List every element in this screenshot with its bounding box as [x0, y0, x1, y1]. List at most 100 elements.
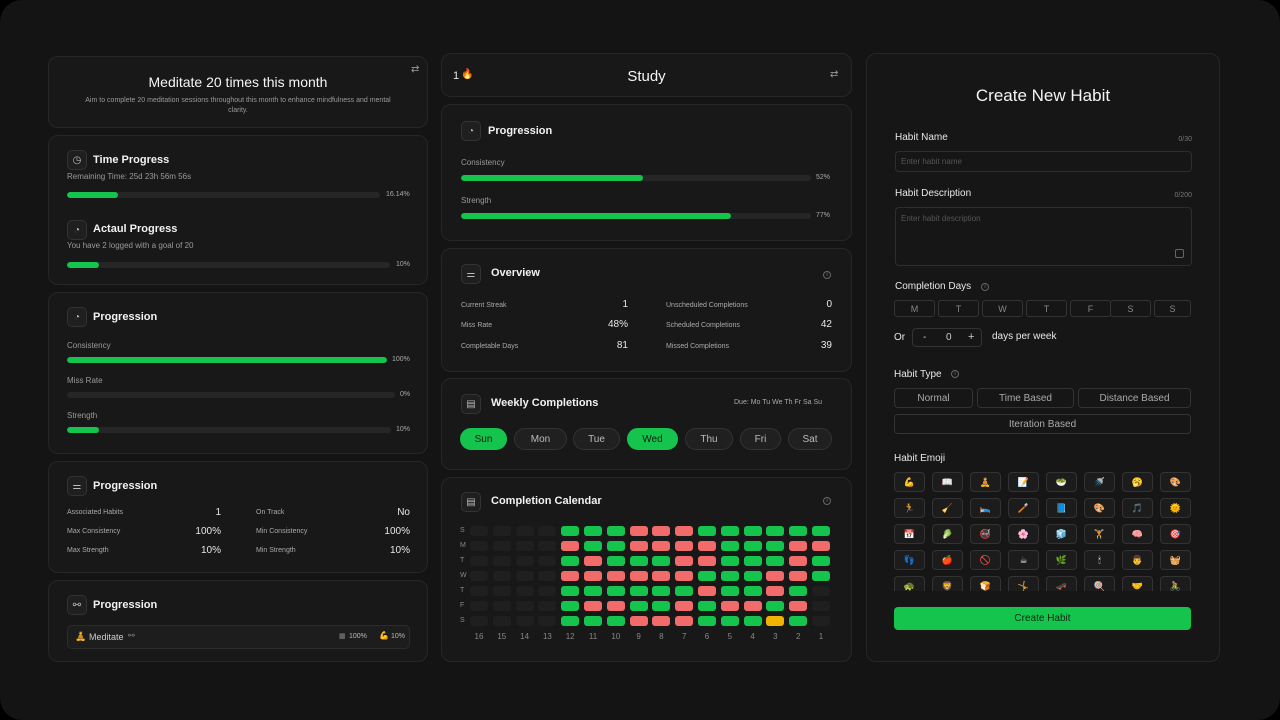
completion-day[interactable]: W: [982, 300, 1023, 317]
emoji-option[interactable]: 🪥: [1008, 498, 1039, 518]
emoji-option[interactable]: 🚴: [1160, 576, 1191, 591]
emoji-option[interactable]: 🕯: [1084, 550, 1115, 570]
calendar-day-cell: [675, 601, 694, 611]
habit-name-input[interactable]: Enter habit name: [895, 151, 1192, 172]
emoji-option[interactable]: 🎨: [1160, 472, 1191, 492]
flex-icon: 💪: [379, 631, 389, 640]
info-icon[interactable]: i: [951, 370, 959, 378]
weekly-day[interactable]: Mon: [514, 428, 567, 450]
emoji-option[interactable]: 🛹: [1046, 576, 1077, 591]
emoji-option[interactable]: 🦁: [932, 576, 963, 591]
emoji-option[interactable]: 🌸: [1008, 524, 1039, 544]
calendar-day-cell: [561, 586, 580, 596]
calendar-day-cell: [584, 541, 602, 551]
completion-day[interactable]: S: [1110, 300, 1151, 317]
emoji-option[interactable]: 🌞: [1160, 498, 1191, 518]
emoji-option[interactable]: 🤝: [1122, 576, 1153, 591]
emoji-option[interactable]: 🚫: [970, 550, 1001, 570]
per-week-label: days per week: [992, 331, 1057, 342]
calendar-day-cell: [720, 571, 739, 581]
weekly-day[interactable]: Fri: [740, 428, 781, 450]
emoji-option[interactable]: 🥗: [1046, 472, 1077, 492]
emoji-option[interactable]: 🎯: [1160, 524, 1191, 544]
emoji-option[interactable]: 🧠: [1122, 524, 1153, 544]
emoji-option[interactable]: 🎨: [1084, 498, 1115, 518]
info-icon[interactable]: i: [823, 271, 831, 279]
emoji-option[interactable]: 🍎: [932, 550, 963, 570]
completion-day[interactable]: T: [938, 300, 979, 317]
emoji-option[interactable]: 📘: [1046, 498, 1077, 518]
emoji-option[interactable]: 👨: [1122, 550, 1153, 570]
weekly-day[interactable]: Wed: [627, 428, 678, 450]
calendar-day-cell: [698, 556, 716, 566]
info-icon[interactable]: i: [823, 497, 831, 505]
emoji-option[interactable]: 🌿: [1046, 550, 1077, 570]
linked-habit-row[interactable]: 🧘 Meditate ⚯ ▦ 100% 💪 10%: [67, 625, 410, 649]
emoji-option[interactable]: 🥬: [932, 524, 963, 544]
calendar-day-cell: [720, 616, 739, 626]
calendar-day-cell: [652, 586, 671, 596]
emoji-option[interactable]: 👣: [894, 550, 925, 570]
calendar-day-cell: [515, 586, 534, 596]
emoji-option[interactable]: 🛌: [970, 498, 1001, 518]
speedometer-icon: ◔: [67, 307, 87, 327]
create-habit-button[interactable]: Create Habit: [894, 607, 1191, 630]
calendar-day-cell: [629, 616, 648, 626]
increment-button[interactable]: +: [968, 331, 975, 343]
info-icon[interactable]: i: [981, 283, 989, 291]
emoji-option[interactable]: 🚭: [970, 524, 1001, 544]
calendar-day-cell: [492, 571, 511, 581]
emoji-option[interactable]: 🐢: [894, 576, 925, 591]
calendar-day-cell: [492, 556, 511, 566]
weekly-day[interactable]: Sun: [460, 428, 507, 450]
emoji-option[interactable]: 🧹: [932, 498, 963, 518]
emoji-option[interactable]: 🧺: [1160, 550, 1191, 570]
days-stepper: - 0 +: [912, 328, 982, 347]
emoji-option[interactable]: 🧘: [970, 472, 1001, 492]
emoji-option[interactable]: 🥱: [1122, 472, 1153, 492]
calendar-day-cell: [492, 526, 511, 536]
goal-description: Aim to complete 20 meditation sessions t…: [85, 97, 391, 114]
emoji-option[interactable]: 🏋: [1084, 524, 1115, 544]
emoji-option[interactable]: 🍭: [1084, 576, 1115, 591]
emoji-option[interactable]: 📖: [932, 472, 963, 492]
weekly-day[interactable]: Thu: [685, 428, 733, 450]
emoji-option[interactable]: 🎵: [1122, 498, 1153, 518]
linked-card: ⚯ Progression 🧘 Meditate ⚯ ▦ 100% 💪 10%: [48, 580, 428, 662]
weekly-day[interactable]: Tue: [573, 428, 620, 450]
habit-type-option[interactable]: Time Based: [977, 388, 1074, 408]
calendar-day-cell: [492, 616, 511, 626]
emoji-option[interactable]: 🧊: [1046, 524, 1077, 544]
completion-day[interactable]: T: [1026, 300, 1067, 317]
swap-icon[interactable]: ⇄: [830, 69, 839, 80]
habit-type-option[interactable]: Distance Based: [1078, 388, 1191, 408]
habit-type-option[interactable]: Iteration Based: [894, 414, 1191, 434]
emoji-option[interactable]: 📅: [894, 524, 925, 544]
emoji-option[interactable]: 🚿: [1084, 472, 1115, 492]
calendar-day-cell: [789, 526, 808, 536]
habit-type-option[interactable]: Normal: [894, 388, 973, 408]
calendar-col-label: 1: [818, 632, 824, 641]
completion-day[interactable]: F: [1070, 300, 1111, 317]
strength-bar: [461, 213, 811, 219]
habit-description-input[interactable]: Enter habit description: [895, 207, 1192, 266]
calendar-day-cell: [538, 586, 557, 596]
weekly-day[interactable]: Sat: [788, 428, 832, 450]
calendar-day-cell: [470, 541, 488, 551]
emoji-option[interactable]: 🤸: [1008, 576, 1039, 591]
completion-day[interactable]: S: [1154, 300, 1191, 317]
calendar-day-cell: [652, 526, 671, 536]
calendar-day-cell: [675, 571, 694, 581]
completion-day[interactable]: M: [894, 300, 935, 317]
emoji-option[interactable]: 📝: [1008, 472, 1039, 492]
decrement-button[interactable]: -: [923, 332, 927, 343]
emoji-option[interactable]: 💪: [894, 472, 925, 492]
emoji-option[interactable]: 🍞: [970, 576, 1001, 591]
overview-value: 1: [622, 299, 628, 310]
swap-icon[interactable]: ⇄: [411, 64, 420, 75]
habit-name-label: Habit Name: [895, 132, 948, 143]
emoji-option[interactable]: 🏃: [894, 498, 925, 518]
calendar-day-cell: [606, 616, 625, 626]
emoji-option[interactable]: ☕: [1008, 550, 1039, 570]
calendar-day-cell: [675, 556, 694, 566]
